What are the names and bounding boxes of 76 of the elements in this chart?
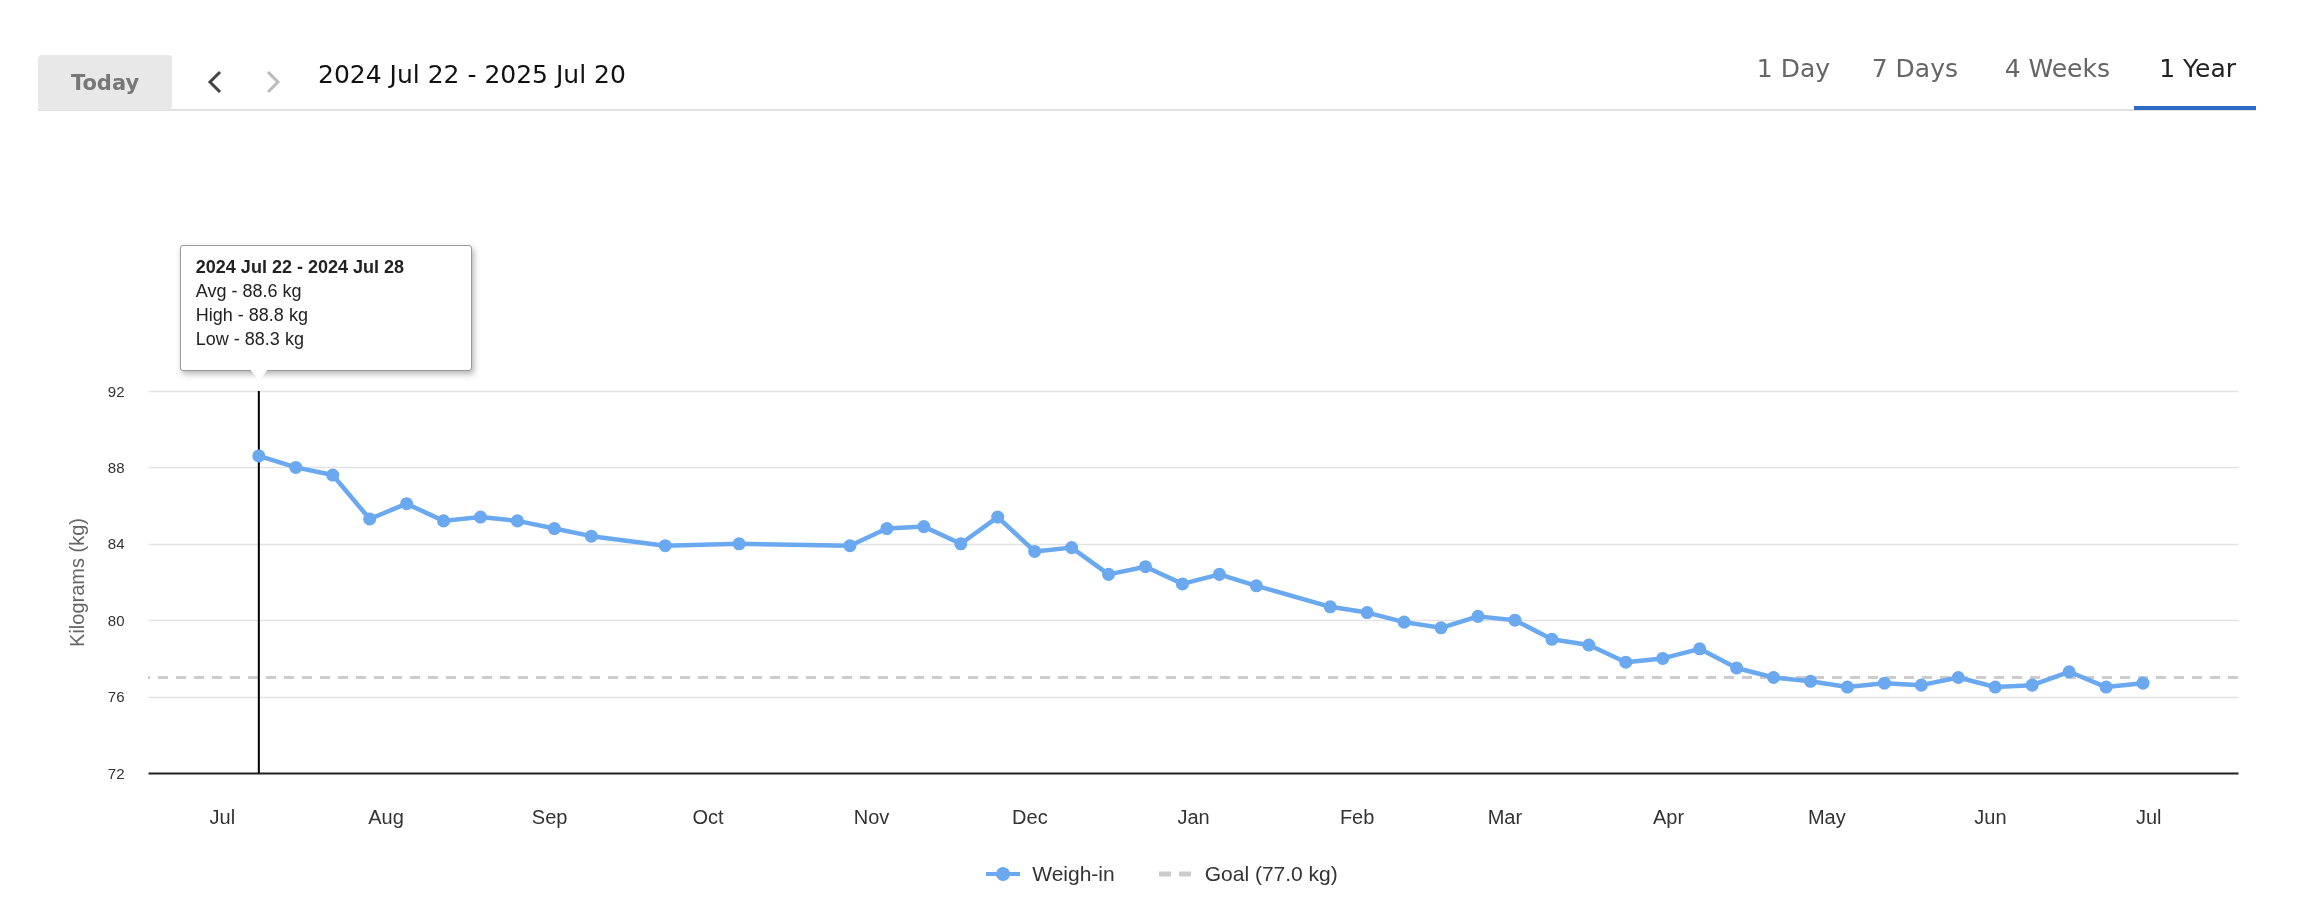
point (547, 522, 561, 536)
y-tick-label: 88 (107, 458, 125, 476)
point (1212, 567, 1226, 581)
text: 1 Day (1756, 54, 1830, 83)
point (1028, 544, 1042, 558)
point (326, 468, 340, 482)
point (2025, 678, 2039, 692)
x-tick-label: Dec (1012, 805, 1048, 828)
point (1065, 541, 1079, 555)
point (1360, 606, 1374, 620)
annotation: 2024 Jul 22 - 2024 Jul 28 Avg - 88.6 kg High - 88.8 kg Low - 88.3 kg (195, 257, 404, 350)
y-tick-label: 80 (107, 611, 125, 629)
point (437, 514, 451, 528)
legend-label: Goal (77.0 kg) (1204, 862, 1338, 886)
x-tick-label: Feb (1339, 805, 1375, 828)
point (1840, 680, 1854, 694)
point (2136, 676, 2150, 690)
x-tick-label: Jun (1974, 805, 2007, 828)
point (1803, 674, 1818, 688)
point (289, 460, 303, 474)
point (584, 529, 598, 543)
point (1693, 642, 1707, 656)
point (658, 539, 672, 553)
point (1988, 680, 2002, 694)
point (1102, 567, 1116, 581)
point (954, 537, 968, 551)
point (917, 520, 931, 534)
point (991, 510, 1005, 524)
y-tick-label: 84 (107, 535, 125, 553)
text: 4 Weeks (2004, 54, 2110, 83)
point (1877, 676, 1891, 690)
x-tick-label: Mar (1487, 805, 1523, 828)
x-tick-label: Jan (1177, 805, 1210, 828)
x-tick-label: Jul (209, 805, 236, 828)
point (1951, 670, 1965, 685)
text: 7 Days (1871, 54, 1958, 83)
point (1434, 621, 1448, 635)
point (732, 537, 746, 551)
point (1323, 600, 1337, 614)
point (1914, 678, 1928, 692)
text: 2024 Jul 22 - 2025 Jul 20 (318, 60, 626, 89)
point (252, 449, 266, 463)
legend-label: Weigh-in (1032, 862, 1115, 886)
point (1656, 651, 1670, 665)
point (1730, 661, 1744, 675)
point (1545, 632, 1559, 646)
point (880, 522, 894, 536)
x-tick-label: May (1807, 805, 1846, 828)
text: 1 Year (2159, 54, 2236, 83)
point (843, 539, 857, 553)
point (510, 514, 524, 528)
y-tick-label: 92 (107, 382, 125, 400)
x-tick-label: Aug (368, 805, 404, 828)
y-tick-label: 76 (107, 688, 125, 706)
point (1138, 560, 1153, 574)
point (400, 497, 414, 511)
x-tick-label: Nov (853, 805, 890, 828)
point (1508, 613, 1522, 627)
point (2062, 665, 2076, 679)
point (363, 512, 377, 526)
x-tick-label: Sep (531, 805, 568, 828)
text: Today (38, 55, 172, 110)
point (1249, 579, 1263, 593)
point (1767, 670, 1781, 685)
point (1397, 615, 1411, 629)
point (1582, 638, 1596, 652)
x-tick-label: Apr (1652, 805, 1685, 828)
point (1471, 609, 1485, 623)
point (473, 510, 488, 524)
y-tick-label: 72 (107, 764, 125, 782)
x-tick-label: Oct (692, 805, 724, 828)
x-tick-label: Jul (2135, 805, 2162, 828)
point (1619, 655, 1633, 669)
point (1175, 577, 1189, 591)
point (2099, 680, 2113, 694)
y-axis-title: Kilograms (kg) (65, 518, 88, 647)
